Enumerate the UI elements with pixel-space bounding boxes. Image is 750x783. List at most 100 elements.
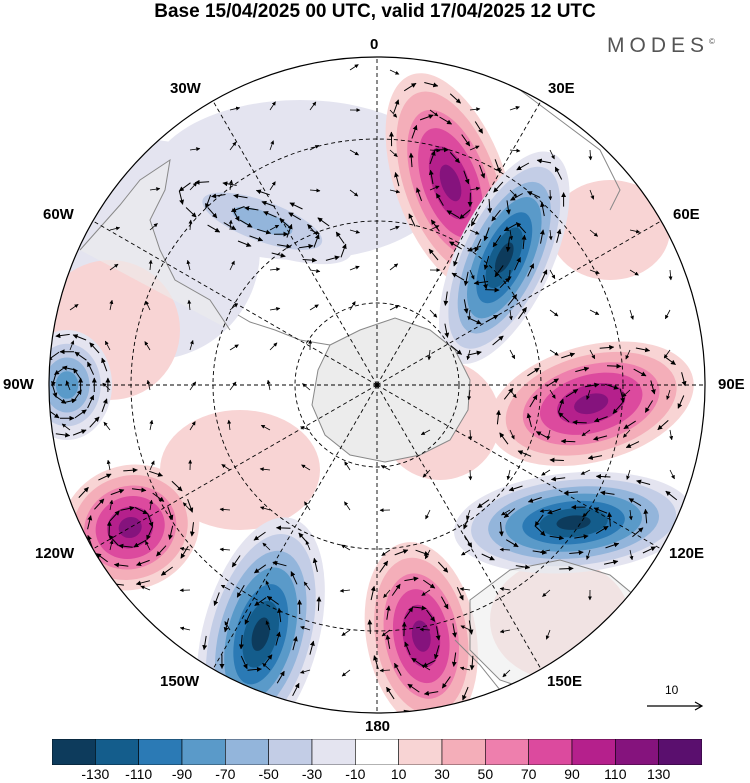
- wind-vector-arrow: [185, 207, 197, 218]
- wind-vector-arrow: [108, 534, 119, 546]
- wind-vector-arrow: [479, 164, 486, 179]
- wind-vector-arrow: [109, 299, 114, 311]
- wind-vector-arrow: [160, 566, 173, 576]
- wind-vector-arrow: [269, 140, 275, 151]
- wind-vector-arrow: [503, 508, 516, 518]
- wind-vector-arrow: [313, 233, 320, 248]
- wind-vector-arrow: [485, 287, 500, 293]
- wind-vector-arrow: [383, 589, 391, 598]
- wind-vector-arrow: [451, 652, 457, 667]
- wind-vector-arrow: [422, 469, 431, 478]
- wind-vector-arrow: [269, 267, 281, 272]
- wind-vector-arrow: [623, 429, 631, 438]
- colorbar-tick-label: 10: [390, 766, 407, 782]
- wind-vector-arrow: [469, 107, 481, 112]
- wind-vector-arrow: [389, 263, 399, 271]
- wind-vector-arrow: [292, 636, 298, 651]
- wind-vector-arrow: [482, 275, 488, 290]
- wind-vector-arrow: [120, 505, 135, 511]
- wind-vector-arrow: [428, 169, 434, 185]
- meridian-line: [92, 220, 378, 386]
- colorbar-tick-label: 30: [434, 766, 450, 782]
- wind-vector-arrow: [146, 379, 151, 391]
- wind-vector-arrow: [349, 149, 359, 156]
- wind-vector-arrow: [229, 344, 239, 351]
- wind-vector-arrow: [123, 467, 138, 473]
- wind-vector-arrow: [492, 335, 504, 346]
- colorbar-swatch: [571, 739, 616, 765]
- wind-vector-arrow: [94, 498, 105, 510]
- wind-vector-arrow: [407, 683, 420, 693]
- wind-vector-arrow: [539, 508, 551, 513]
- wind-vector-arrow: [189, 340, 194, 351]
- wind-vector-arrow: [546, 429, 551, 441]
- wind-vector-arrow: [149, 223, 158, 231]
- wind-vector-arrow: [213, 592, 220, 606]
- wind-vector-arrow: [277, 243, 292, 249]
- wind-vector-arrow: [453, 252, 460, 267]
- wind-vector-arrow: [272, 560, 287, 567]
- wind-vector-arrow: [574, 534, 589, 540]
- wind-vector-arrow: [235, 702, 250, 708]
- wind-vector-arrow: [529, 394, 538, 408]
- wind-vector-arrow: [440, 596, 449, 610]
- wind-vector-arrow: [463, 299, 469, 314]
- wind-vector-arrow: [379, 668, 391, 673]
- wind-vector-arrow: [147, 513, 154, 528]
- wind-vector-arrow: [221, 464, 231, 471]
- wind-vector-arrow: [30, 408, 37, 420]
- wind-vector-arrow: [271, 252, 286, 258]
- wind-vector-arrow: [429, 309, 438, 318]
- wind-vector-arrow: [650, 380, 656, 395]
- lon-label-150w: 150W: [160, 673, 200, 690]
- lon-label-60e: 60E: [673, 206, 700, 223]
- wind-vector-arrow: [426, 609, 436, 622]
- map-title: Base 15/04/2025 00 UTC, valid 17/04/2025…: [154, 1, 596, 22]
- wind-vector-arrow: [536, 158, 552, 164]
- lon-label-60w: 60W: [43, 206, 74, 223]
- wind-vector-arrow: [109, 510, 120, 522]
- colorbar-tick-label: -70: [215, 766, 236, 782]
- wind-vector-arrow: [636, 479, 651, 485]
- wind-vector-arrow: [229, 260, 235, 271]
- wind-vector-arrow: [494, 159, 501, 173]
- wind-vector-arrow: [439, 116, 453, 125]
- wind-vector-arrow: [473, 280, 489, 286]
- wind-vector-arrow: [74, 351, 87, 361]
- wind-vector-arrow: [461, 134, 471, 147]
- wind-vector-arrow: [589, 269, 600, 275]
- wind-vector-arrow: [144, 341, 151, 351]
- wind-vector-arrow: [303, 581, 311, 591]
- wind-vector-arrow: [300, 669, 311, 674]
- wind-vector-arrow: [289, 202, 303, 210]
- wind-vector-arrow: [463, 170, 470, 185]
- wind-vector-arrow: [499, 432, 509, 445]
- wind-vector-arrow: [106, 459, 111, 471]
- lon-label-120e: 120E: [669, 545, 705, 562]
- wind-vector-arrow: [466, 509, 471, 520]
- wind-vector-arrow: [503, 387, 514, 400]
- wind-vector-arrow: [389, 109, 398, 118]
- colorbar-swatch: [181, 739, 226, 765]
- wind-vector-arrow: [389, 149, 398, 157]
- wind-vector-arrow: [421, 589, 431, 596]
- wind-vector-arrow: [349, 64, 359, 71]
- wind-vector-arrow: [265, 580, 271, 591]
- wind-vector-arrow: [635, 347, 651, 353]
- wind-vector-arrow: [593, 435, 608, 441]
- colorbar-tick-label: -130: [81, 766, 110, 782]
- wind-vector-arrow: [470, 213, 479, 227]
- wind-vector-arrow: [509, 389, 517, 399]
- wind-vector-arrow: [229, 381, 237, 391]
- anomaly-contour-band: [439, 164, 462, 202]
- wind-vector-arrow: [146, 526, 153, 541]
- wind-vector-arrow: [605, 383, 619, 390]
- anomaly-contour-band: [251, 617, 270, 651]
- wind-vector-arrow: [61, 423, 71, 431]
- wind-vector-arrow: [548, 229, 553, 241]
- wind-vector-arrow: [429, 109, 439, 117]
- wind-vector-arrow: [202, 635, 208, 651]
- graticule: [49, 57, 705, 713]
- wind-vector-arrow: [131, 487, 147, 493]
- colorbar-swatch: [658, 739, 702, 765]
